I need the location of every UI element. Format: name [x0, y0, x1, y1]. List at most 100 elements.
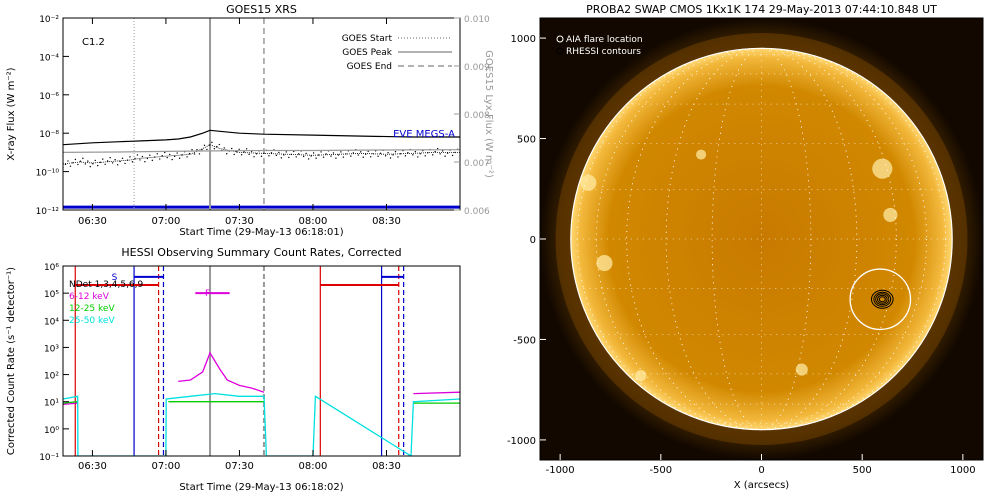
noise-point [322, 156, 325, 158]
noise-point [404, 155, 407, 157]
y-tick-label: 10⁻¹⁰ [36, 169, 60, 179]
series-line-0 [63, 351, 460, 406]
noise-point [335, 157, 337, 159]
noise-point [151, 159, 154, 162]
x-tick-label: 07:30 [225, 216, 254, 227]
noise-point [419, 153, 421, 155]
y-tick-label: 10⁻⁸ [39, 130, 59, 140]
noise-point [168, 153, 171, 156]
noise-point [77, 163, 79, 166]
noise-point [365, 153, 367, 155]
noise-point [72, 162, 74, 164]
goes-xrs-plot: GOES15 XRS 06:30 07:00 07:30 08:00 08:30 10⁻¹²… [6, 3, 494, 238]
noise-point [213, 148, 216, 150]
noise-point [439, 153, 441, 155]
noise-point [407, 152, 409, 154]
noise-point [121, 157, 124, 159]
plot-area [63, 18, 460, 210]
noise-point [298, 153, 300, 155]
noise-point [389, 157, 392, 159]
legend-label: 12-25 keV [69, 304, 115, 314]
noise-point [216, 145, 218, 148]
x-tick-label: 07:00 [152, 461, 181, 472]
y-tick-label: 1000 [511, 34, 536, 45]
noise-point [451, 154, 454, 157]
x-tick-label: 06:30 [78, 461, 107, 472]
noise-point [134, 157, 136, 160]
noise-point [432, 154, 434, 156]
noise-point [67, 160, 69, 162]
noise-point [164, 151, 166, 154]
noise-point [104, 163, 106, 165]
y-tick-label: 10⁻² [39, 15, 59, 25]
rhessi-contour [878, 296, 886, 303]
noise-point [69, 165, 72, 167]
noise-point [92, 162, 94, 165]
noise-point [342, 156, 345, 158]
noise-point [302, 155, 305, 158]
noise-point [268, 155, 270, 157]
noise-point [87, 160, 89, 162]
x-tick-label: 1000 [950, 465, 975, 476]
y-tick-label: 10¹ [44, 399, 59, 409]
x-tick-label: -1000 [546, 465, 575, 476]
noise-point [320, 151, 322, 153]
noise-point [196, 149, 198, 151]
rhessi-contour [873, 291, 892, 307]
noise-point [372, 153, 374, 155]
series-line-0 [63, 129, 460, 146]
noise-point [181, 154, 183, 156]
rhessi-contour [871, 289, 894, 309]
y-right-tick-label: 0.008 [464, 111, 490, 121]
plot-title: GOES15 XRS [226, 3, 297, 16]
legend-label: NDet 1,3,4,5,6,9 [69, 280, 144, 290]
noise-point [191, 149, 193, 151]
noise-point [288, 156, 290, 159]
noise-point [159, 158, 161, 160]
y-tick-label: 10² [44, 372, 59, 382]
limb-circle [570, 47, 953, 431]
noise-point [317, 154, 320, 156]
y-tick-label: -500 [513, 335, 536, 346]
noise-point [367, 150, 369, 152]
noise-point [211, 141, 213, 144]
noise-point [315, 157, 317, 159]
rhessi-contour [875, 293, 890, 306]
noise-point [218, 143, 221, 146]
noise-point [434, 150, 436, 153]
noise-point [310, 155, 312, 157]
swap-image-plot: PROBA2 SWAP CMOS 1Kx1K 174 29-May-2013 0… [507, 3, 984, 491]
noise-point [240, 154, 243, 156]
eve-label: EVE MEGS-A [393, 129, 455, 140]
active-region [795, 363, 808, 376]
noise-point [270, 152, 273, 154]
noise-point [109, 157, 111, 159]
noise-point [124, 162, 126, 165]
y-right-axis-label: GOES15 Lyx Flux (W m⁻²) [483, 50, 494, 178]
noise-point [260, 155, 263, 158]
x-tick-label: 07:00 [152, 216, 181, 227]
noise-point [397, 156, 399, 158]
noise-point [337, 154, 340, 156]
noise-point [357, 154, 359, 156]
noise-point [392, 154, 394, 156]
noise-point [206, 148, 208, 151]
noise-point [178, 157, 181, 159]
plot-frame [62, 265, 461, 457]
noise-point [201, 148, 203, 151]
y-axis-label: X-ray Flux (W m⁻²) [6, 67, 17, 160]
plot-title: HESSI Observing Summary Count Rates, Cor… [121, 246, 401, 259]
legend-label: GOES Start [342, 34, 393, 44]
noise-point [253, 156, 255, 158]
noise-point [116, 164, 119, 166]
noise-point [136, 154, 139, 156]
noise-point [156, 153, 158, 155]
noise-point [89, 165, 91, 168]
plot-frame [62, 17, 461, 211]
noise-point [399, 153, 402, 155]
noise-point [193, 153, 196, 155]
noise-point [226, 153, 228, 155]
noise-point [233, 153, 235, 156]
noise-point [84, 163, 87, 165]
active-region [635, 369, 647, 382]
